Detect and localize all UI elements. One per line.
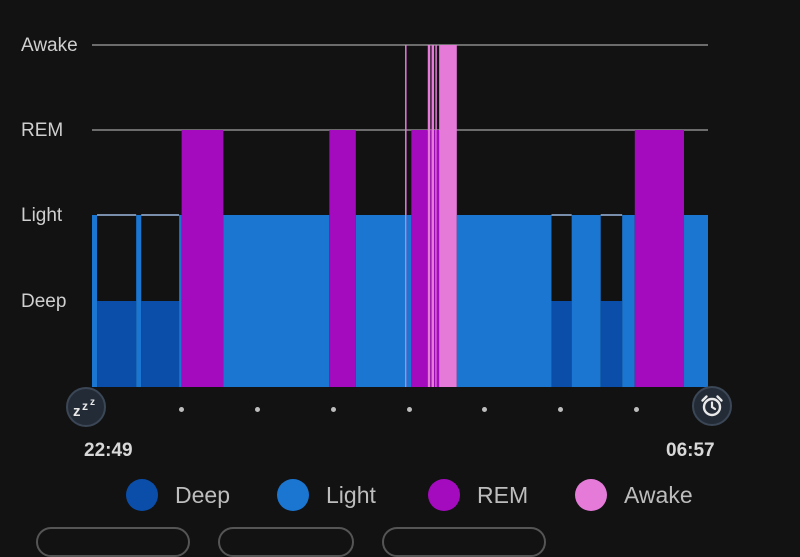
start-time-label: 22:49 (84, 440, 133, 461)
timeline-dot (634, 407, 639, 412)
legend-item-deep: Deep (126, 476, 230, 514)
y-axis-label-deep: Deep (21, 291, 66, 312)
legend-item-awake: Awake (575, 476, 693, 514)
legend-label-deep: Deep (175, 481, 230, 508)
sleep-stage-chart: Deep Light REM Awake (21, 35, 708, 387)
legend-label-light: Light (326, 481, 376, 508)
timeline-dot (331, 407, 336, 412)
sleep-zzz-icon: z z z (73, 397, 95, 419)
bar-light (571, 215, 601, 387)
bar-light (179, 215, 182, 387)
legend-label-awake: Awake (624, 481, 693, 508)
bar-awake (405, 45, 407, 387)
sleep-start-button[interactable]: z z z (66, 387, 106, 427)
y-axis-label-light: Light (21, 205, 63, 226)
bar-rem (181, 130, 224, 387)
timeline-dot (179, 407, 184, 412)
alarm-clock-icon (701, 395, 723, 417)
filter-chip[interactable] (218, 527, 354, 557)
bar-rem (430, 130, 432, 387)
bar-rem (329, 130, 356, 387)
grid-lines (92, 44, 708, 131)
bar-rem (436, 130, 440, 387)
bar-light (92, 215, 98, 387)
legend-item-rem: REM (428, 476, 528, 514)
y-axis-labels: Deep Light REM Awake (21, 35, 78, 312)
svg-text:z: z (82, 399, 88, 413)
filter-chip[interactable] (382, 527, 546, 557)
sleep-bars (92, 45, 708, 387)
bar-deep (141, 301, 180, 387)
legend-swatch-deep (126, 479, 158, 511)
bar-light (223, 215, 330, 387)
bar-awake (431, 45, 435, 387)
timeline-dot (482, 407, 487, 412)
bar-light (406, 215, 412, 387)
bar-light (355, 215, 406, 387)
bar-light (622, 215, 635, 387)
bar-deep (551, 301, 572, 387)
y-axis-label-rem: REM (21, 120, 63, 141)
end-time-label: 06:57 (666, 440, 715, 461)
bar-rem (434, 130, 436, 387)
bar-awake (427, 45, 431, 387)
wake-alarm-button[interactable] (692, 386, 732, 426)
timeline-dot (407, 407, 412, 412)
bar-light (456, 215, 552, 387)
legend-label-rem: REM (477, 481, 529, 508)
bar-deep (97, 301, 137, 387)
bar-rem (634, 130, 685, 387)
legend-swatch-rem (428, 479, 460, 511)
filter-chip[interactable] (36, 527, 190, 557)
timeline-dot (255, 407, 260, 412)
bar-awake (439, 45, 457, 387)
svg-text:z: z (73, 403, 81, 419)
legend-swatch-awake (575, 479, 607, 511)
timeline-dot (558, 407, 563, 412)
bar-rem (411, 130, 428, 387)
legend: Deep Light REM Awake (0, 476, 800, 516)
legend-swatch-light (277, 479, 309, 511)
y-axis-label-awake: Awake (21, 35, 78, 56)
svg-text:z: z (90, 397, 95, 408)
bar-light (684, 215, 708, 387)
legend-item-light: Light (277, 476, 376, 514)
bar-awake (435, 45, 437, 387)
bar-light (136, 215, 142, 387)
bar-deep (600, 301, 623, 387)
